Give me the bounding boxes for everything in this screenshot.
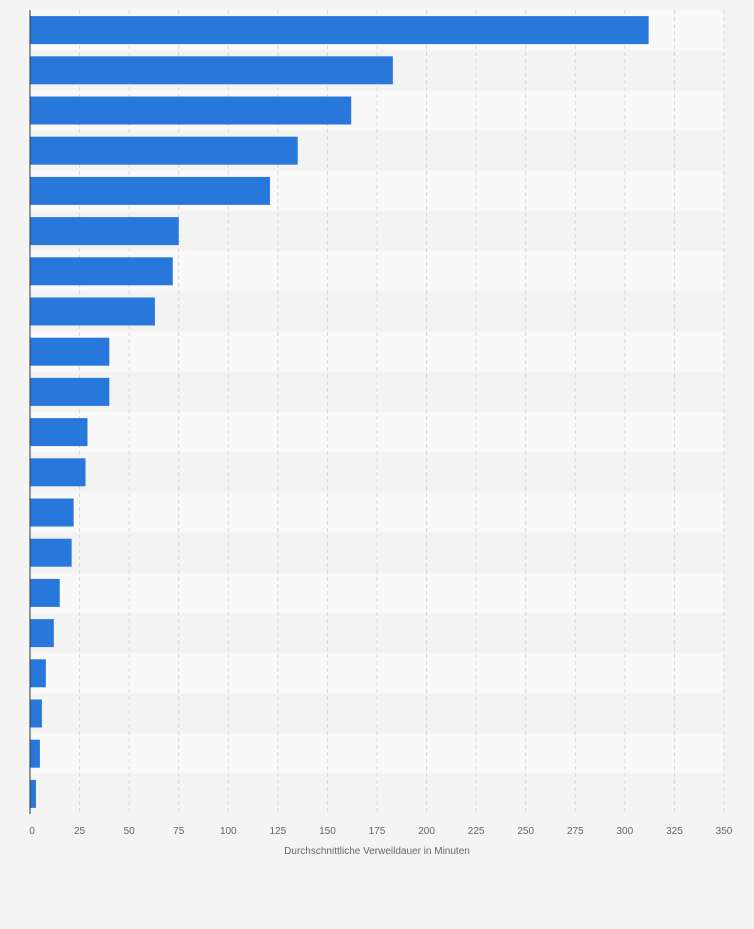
bar[interactable]	[30, 377, 110, 406]
bars	[30, 16, 649, 808]
bar[interactable]	[30, 337, 110, 366]
bar[interactable]	[30, 619, 54, 648]
bar[interactable]	[30, 16, 649, 45]
x-tick-label: 350	[716, 826, 733, 837]
bar[interactable]	[30, 659, 46, 688]
x-tick-label: 200	[418, 826, 435, 837]
row-band	[30, 331, 724, 372]
bar[interactable]	[30, 779, 36, 808]
x-tick-label: 250	[517, 826, 534, 837]
bar[interactable]	[30, 538, 72, 567]
x-tick-label: 125	[270, 826, 287, 837]
bar[interactable]	[30, 498, 74, 527]
x-tick-label: 50	[124, 826, 136, 837]
row-band	[30, 492, 724, 533]
x-tick-label: 150	[319, 826, 336, 837]
x-axis-ticks: 0 25 50 75 100 125 150 175 200 225 250 275 300 325 350	[29, 826, 733, 837]
bar[interactable]	[30, 578, 60, 607]
bar[interactable]	[30, 699, 42, 728]
bar[interactable]	[30, 739, 40, 768]
x-tick-label: 275	[567, 826, 584, 837]
x-tick-label: 300	[617, 826, 634, 837]
x-tick-label: 175	[369, 826, 386, 837]
bar[interactable]	[30, 96, 352, 125]
x-tick-label: 100	[220, 826, 237, 837]
bar[interactable]	[30, 458, 86, 487]
x-tick-label: 225	[468, 826, 485, 837]
bar[interactable]	[30, 217, 179, 246]
row-band	[30, 653, 724, 694]
x-axis-title: Durchschnittliche Verweildauer in Minute…	[284, 846, 470, 857]
x-tick-label: 325	[666, 826, 683, 837]
x-tick-label: 0	[29, 826, 35, 837]
x-tick-label: 75	[173, 826, 185, 837]
bar[interactable]	[30, 297, 155, 326]
bar[interactable]	[30, 136, 298, 165]
bar[interactable]	[30, 418, 88, 447]
bar[interactable]	[30, 257, 173, 286]
bar[interactable]	[30, 176, 270, 205]
x-tick-label: 25	[74, 826, 86, 837]
row-band	[30, 773, 724, 814]
bar[interactable]	[30, 56, 393, 85]
